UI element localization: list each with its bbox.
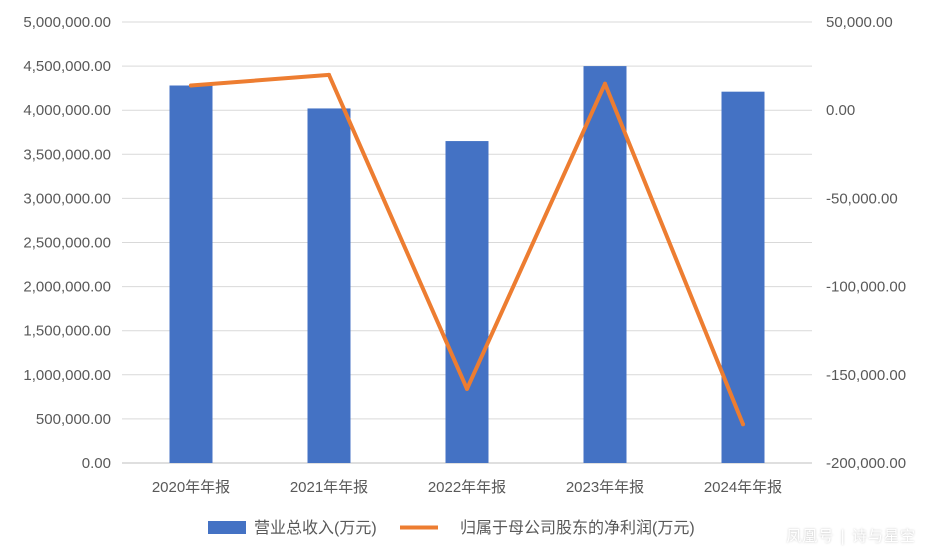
net-profit-point <box>603 81 607 86</box>
right-tick-label: -150,000.00 <box>826 367 906 384</box>
x-axis-tick-labels: 2020年年报 2021年年报 2022年年报 2023年年报 2024年年报 <box>152 479 782 496</box>
x-tick-label: 2024年年报 <box>704 479 782 496</box>
revenue-bar <box>169 85 213 463</box>
left-tick-label: 2,500,000.00 <box>23 235 111 252</box>
left-tick-label: 2,000,000.00 <box>23 279 111 296</box>
right-tick-label: 0.00 <box>826 102 855 119</box>
left-tick-label: 0.00 <box>82 455 111 472</box>
right-tick-label: -50,000.00 <box>826 190 898 207</box>
revenue-bar <box>721 91 765 463</box>
revenue-bar <box>307 108 351 463</box>
watermark: 凤凰号 | 诗与星空 <box>786 527 916 545</box>
net-profit-line <box>189 72 745 427</box>
left-tick-label: 3,000,000.00 <box>23 190 111 207</box>
left-tick-label: 4,500,000.00 <box>23 58 111 75</box>
left-tick-label: 4,000,000.00 <box>23 102 111 119</box>
left-tick-label: 500,000.00 <box>36 411 111 428</box>
revenue-bar <box>583 66 627 463</box>
legend-label-revenue: 营业总收入(万元) <box>254 519 377 537</box>
net-profit-point <box>465 386 469 391</box>
x-tick-label: 2021年年报 <box>290 479 368 496</box>
revenue-bars <box>169 66 765 463</box>
x-tick-label: 2020年年报 <box>152 479 230 496</box>
net-profit-point <box>741 422 745 427</box>
right-axis-tick-labels: -200,000.00 -150,000.00 -100,000.00 -50,000… <box>826 14 906 472</box>
net-profit-point <box>327 72 331 77</box>
revenue-bar <box>445 141 489 463</box>
legend-swatch-revenue <box>208 521 246 534</box>
left-tick-label: 5,000,000.00 <box>23 14 111 31</box>
legend: 营业总收入(万元) 归属于母公司股东的净利润(万元) <box>208 519 695 537</box>
left-tick-label: 3,500,000.00 <box>23 146 111 163</box>
right-tick-label: -100,000.00 <box>826 279 906 296</box>
left-tick-label: 1,000,000.00 <box>23 367 111 384</box>
right-tick-label: 50,000.00 <box>826 14 893 31</box>
net-profit-point <box>189 83 193 88</box>
x-tick-label: 2023年年报 <box>566 479 644 496</box>
x-tick-label: 2022年年报 <box>428 479 506 496</box>
left-axis-tick-labels: 0.00 500,000.00 1,000,000.00 1,500,000.00 2,… <box>23 14 111 472</box>
left-tick-label: 1,500,000.00 <box>23 323 111 340</box>
right-tick-label: -200,000.00 <box>826 455 906 472</box>
legend-label-profit: 归属于母公司股东的净利润(万元) <box>460 519 695 537</box>
